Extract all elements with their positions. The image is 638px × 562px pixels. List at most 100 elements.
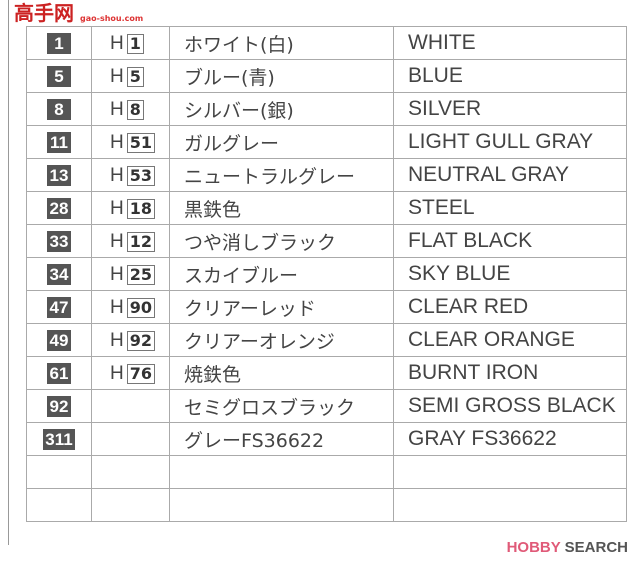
japanese-name: クリアーオレンジ [169,323,394,357]
english-name: FLAT BLACK [393,224,627,258]
english-name: CLEAR ORANGE [393,323,627,357]
japanese-name: ガルグレー [169,125,394,159]
english-name [393,455,627,489]
paint-number-cell: 13 [26,158,92,192]
h-code: 18 [126,198,155,219]
paint-number: 49 [47,330,71,351]
watermark-title: 高手网 [14,1,74,25]
japanese-name: セミグロスブラック [169,389,394,423]
h-code-cell: H 76 [91,356,170,390]
table-row [26,488,627,522]
table-row: 13 H 53 ニュートラルグレー NEUTRAL GRAY [26,158,627,192]
paint-number: 11 [47,132,71,153]
paint-number: 1 [47,33,71,54]
paint-number: 47 [47,297,71,318]
paint-number-cell: 33 [26,224,92,258]
h-code: 25 [126,264,155,285]
japanese-name [169,488,394,522]
h-code: 5 [126,66,144,87]
paint-number: 28 [47,198,71,219]
english-name: SKY BLUE [393,257,627,291]
h-code: 76 [126,363,155,384]
japanese-name: ニュートラルグレー [169,158,394,192]
japanese-name: ホワイト(白) [169,26,394,60]
english-name [393,488,627,522]
watermark: 高手网 gao-shou.com [14,2,143,24]
english-name: SEMI GROSS BLACK [393,389,627,423]
h-code: 8 [126,99,144,120]
japanese-name: シルバー(銀) [169,92,394,126]
table-row: 28 H 18 黒鉄色 STEEL [26,191,627,225]
paint-number-cell: 92 [26,389,92,423]
table-row: 34 H 25 スカイブルー SKY BLUE [26,257,627,291]
paint-number-cell: 311 [26,422,92,456]
english-name: SILVER [393,92,627,126]
paint-number-cell: 5 [26,59,92,93]
paint-number: 5 [47,66,71,87]
h-prefix: H [110,197,124,219]
paint-number: 61 [47,363,71,384]
english-name: GRAY FS36622 [393,422,627,456]
outer-border [8,0,9,545]
h-code: 92 [126,330,155,351]
h-prefix: H [110,362,124,384]
paint-number-cell: 1 [26,26,92,60]
paint-number: 8 [47,99,71,120]
h-code: 12 [126,231,155,252]
english-name: CLEAR RED [393,290,627,324]
paint-number-cell: 8 [26,92,92,126]
h-code-cell: H 18 [91,191,170,225]
paint-number-cell: 47 [26,290,92,324]
english-name: LIGHT GULL GRAY [393,125,627,159]
table-row: 49 H 92 クリアーオレンジ CLEAR ORANGE [26,323,627,357]
table-row: 33 H 12 つや消しブラック FLAT BLACK [26,224,627,258]
table-row: 61 H 76 焼鉄色 BURNT IRON [26,356,627,390]
english-name: STEEL [393,191,627,225]
japanese-name: 黒鉄色 [169,191,394,225]
logo-part2: SEARCH [564,539,628,556]
paint-number-cell: 34 [26,257,92,291]
h-prefix: H [110,98,124,120]
paint-number: 13 [47,165,71,186]
h-code-cell: H 90 [91,290,170,324]
paint-number-cell [26,455,92,489]
japanese-name: つや消しブラック [169,224,394,258]
h-code: 51 [126,132,155,153]
paint-number: 33 [47,231,71,252]
paint-number: 311 [43,429,75,450]
h-prefix: H [110,164,124,186]
paint-number: 34 [47,264,71,285]
h-code-cell [91,422,170,456]
h-code-cell [91,389,170,423]
paint-number-cell: 61 [26,356,92,390]
h-code-cell: H 92 [91,323,170,357]
paint-number-cell: 11 [26,125,92,159]
h-prefix: H [110,131,124,153]
paint-number: 92 [47,396,71,417]
h-prefix: H [110,65,124,87]
japanese-name [169,455,394,489]
japanese-name: 焼鉄色 [169,356,394,390]
h-code-cell: H 53 [91,158,170,192]
h-code-cell [91,488,170,522]
japanese-name: ブルー(青) [169,59,394,93]
h-code-cell: H 12 [91,224,170,258]
table-row: 92 セミグロスブラック SEMI GROSS BLACK [26,389,627,423]
h-prefix: H [110,296,124,318]
hobby-search-logo: HOBBY SEARCH [507,539,628,556]
logo-part1: HOBBY [506,539,561,556]
table-row: 311 グレーFS36622 GRAY FS36622 [26,422,627,456]
table-row [26,455,627,489]
h-code-cell: H 51 [91,125,170,159]
english-name: WHITE [393,26,627,60]
paint-number-cell: 49 [26,323,92,357]
h-prefix: H [110,329,124,351]
h-code: 1 [126,33,144,54]
english-name: BURNT IRON [393,356,627,390]
